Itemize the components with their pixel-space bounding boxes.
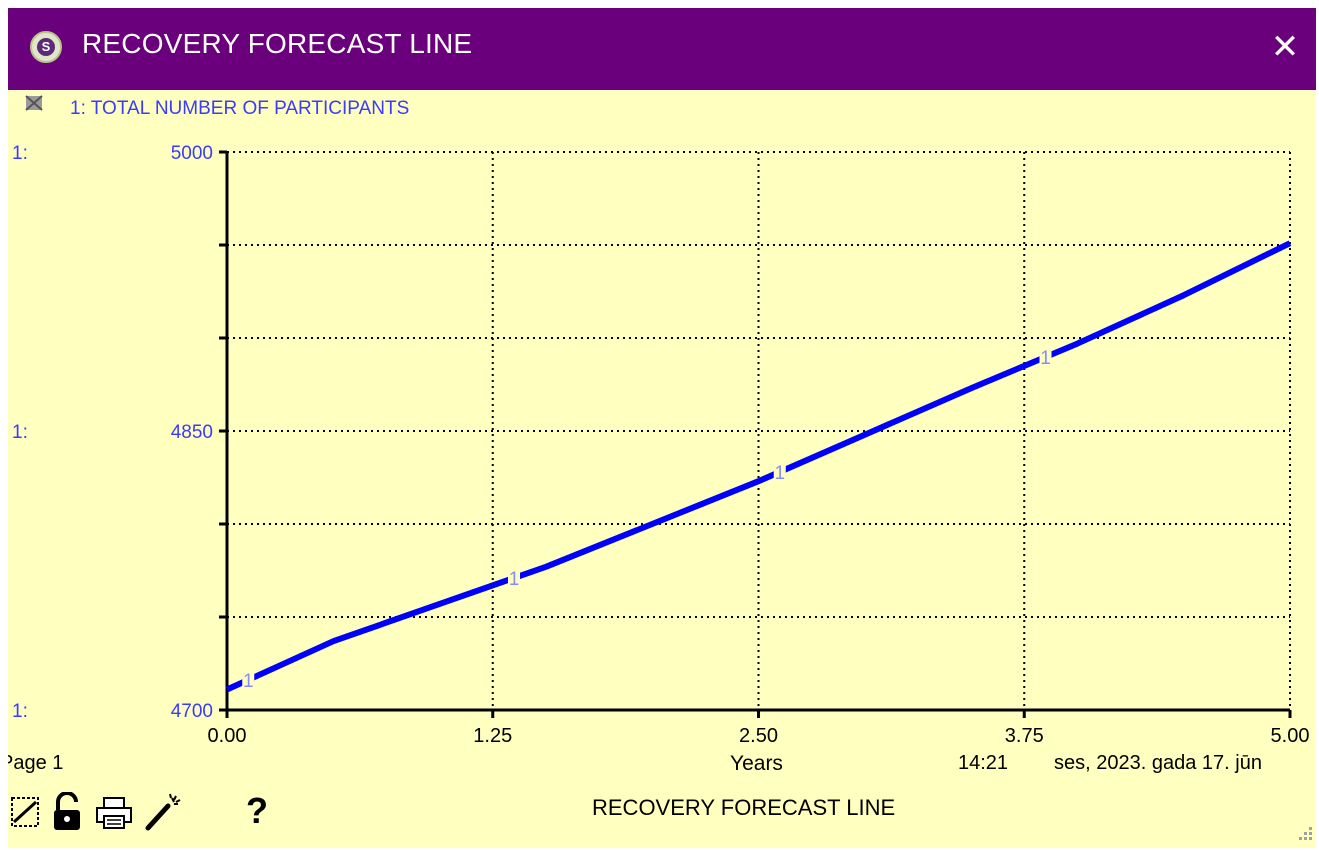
window-title: RECOVERY FORECAST LINE [82,28,473,59]
footer-title: RECOVERY FORECAST LINE [592,795,896,820]
page-label[interactable]: Page 1 [8,752,64,774]
series-marker-bg [508,566,521,587]
y-tick-label: 5000 [171,143,213,164]
plot-grid [227,151,1291,710]
x-tick-label: 1.25 [473,725,512,747]
title-bar[interactable]: S RECOVERY FORECAST LINE ✕ [8,8,1316,90]
x-tick-label: 2.50 [739,725,778,747]
app-icon: S [30,31,62,63]
x-tick-labels: 0.00 1.25 2.50 3.75 5.00 [208,725,1310,747]
pin-icon[interactable] [10,792,42,832]
series-marker-bg [773,460,786,481]
x-tick-label: 3.75 [1005,725,1044,747]
y-axis-series-prefix: 1: [12,422,28,443]
print-icon[interactable] [94,792,134,832]
legend-label: 1: TOTAL NUMBER OF PARTICIPANTS [70,98,409,119]
y-axis-series-prefix: 1: [12,143,28,164]
magic-wand-icon[interactable] [142,792,186,832]
graph-pad-icon[interactable] [25,95,43,111]
series-marker: 1 [509,569,520,590]
y-axis-series-prefix: 1: [12,701,28,722]
graph-window: S RECOVERY FORECAST LINE ✕ 1: TOTAL NUMB… [8,8,1316,848]
series-marker-bg [242,668,255,689]
help-icon[interactable]: ? [246,790,268,831]
series-marker-bg [1039,345,1052,366]
x-tick-label: 0.00 [208,725,247,747]
series-group: 1 1 1 1 [225,240,1292,693]
y-tick-labels: 4700 1: 4850 1: 5000 1: [12,143,213,722]
plot-axes [219,150,1292,718]
x-axis-title: Years [730,752,783,775]
y-tick-label: 4850 [171,422,213,443]
y-tick-label: 4700 [171,701,213,722]
lock-icon[interactable] [50,792,84,832]
series-marker: 1 [1040,348,1051,369]
time-label: 14:21 [958,752,1009,774]
date-label: ses, 2023. gada 17. jūn [1054,752,1262,774]
series-marker: 1 [774,463,785,484]
chart: 1: TOTAL NUMBER OF PARTICIPANTS 4700 1: 48… [12,95,1310,747]
series-marker: 1 [243,671,254,692]
close-button[interactable]: ✕ [1270,28,1300,66]
resize-grip-icon[interactable] [1296,824,1314,842]
x-tick-label: 5.00 [1271,725,1310,747]
series-line [225,240,1292,693]
